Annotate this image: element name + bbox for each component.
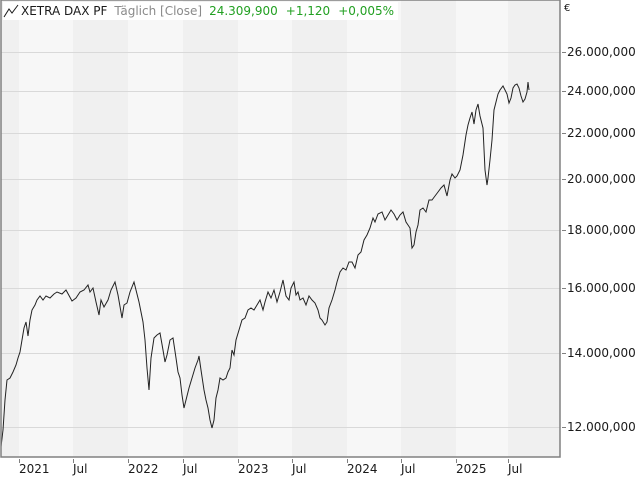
period-label: Täglich [Close]: [114, 4, 203, 18]
x-tick-label: 2024: [347, 462, 378, 476]
line-chart-icon: [3, 4, 19, 18]
chart-legend-header: XETRA DAX PF Täglich [Close] 24.309,900 …: [3, 2, 399, 20]
instrument-name: XETRA DAX PF: [21, 4, 108, 18]
y-tick-label: 24.000,000: [567, 84, 636, 98]
price-change-percent: +0,005%: [338, 4, 395, 18]
x-tick-label: Jul: [73, 462, 88, 476]
plot-frame: [0, 0, 561, 458]
y-tick-label: 20.000,000: [567, 172, 636, 186]
x-tick-label: 2023: [238, 462, 269, 476]
y-tick-label: 18.000,000: [567, 223, 636, 237]
currency-label: €: [564, 3, 571, 14]
price-change: +1,120: [285, 4, 331, 18]
price-line: [0, 81, 530, 448]
x-tick-label: Jul: [508, 462, 523, 476]
x-tick-label: 2022: [128, 462, 159, 476]
y-tick-label: 14.000,000: [567, 346, 636, 360]
x-tick-label: Jul: [292, 462, 307, 476]
last-price: 24.309,900: [209, 4, 278, 18]
x-tick-label: Jul: [183, 462, 198, 476]
time-bands: [1, 0, 560, 457]
y-tick-label: 22.000,000: [567, 126, 636, 140]
axis-ticks: [19, 52, 566, 463]
y-tick-label: 16.000,000: [567, 281, 636, 295]
x-tick-label: 2021: [19, 462, 50, 476]
y-tick-label: 12.000,000: [567, 420, 636, 434]
x-tick-label: 2025: [456, 462, 487, 476]
x-tick-label: Jul: [401, 462, 416, 476]
y-tick-label: 26.000,000: [567, 45, 636, 59]
